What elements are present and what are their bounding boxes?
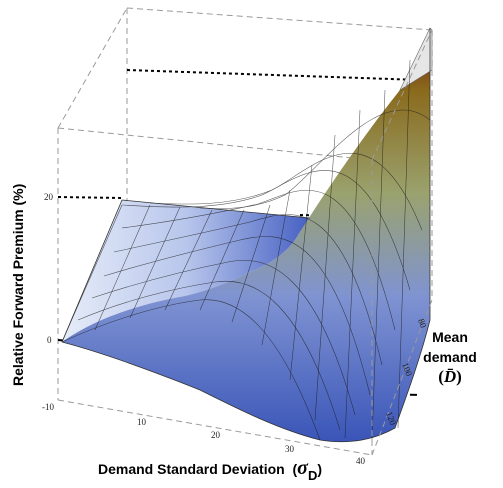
ref-line-20: [57, 196, 123, 199]
y-axis-symbol: D̄: [443, 367, 457, 386]
x-axis-symbol: σ: [297, 457, 308, 479]
surface-fill-right: [62, 28, 430, 442]
mesh-line: [129, 206, 181, 319]
mesh-line: [91, 260, 356, 416]
mesh-line: [314, 134, 336, 421]
box-edge: [57, 127, 373, 161]
box-edge: [57, 399, 373, 456]
mesh-line: [231, 204, 271, 323]
z-tick-label: 20: [44, 192, 54, 202]
x-axis-label-text: Demand Standard Deviation: [98, 461, 285, 477]
mesh-line: [121, 190, 396, 331]
surface: [61, 27, 433, 443]
x-tick-labels: 10 20 30 40: [137, 417, 366, 466]
mesh-line: [371, 89, 386, 441]
x-tick-label: 10: [137, 417, 147, 427]
mesh-line: [61, 299, 321, 441]
mesh-line: [113, 214, 383, 366]
y-axis-label-line1: Mean: [432, 329, 468, 345]
y-axis-label-open: (: [438, 367, 444, 386]
mesh-line: [164, 209, 213, 311]
mesh-line: [103, 236, 371, 396]
y-axis-label: Mean demand (D̄): [410, 327, 490, 387]
mesh-line: [149, 153, 423, 231]
z-axis-label-text: Relative Forward Premium (%): [10, 183, 26, 386]
mesh-line: [289, 164, 313, 381]
y-tick-label: 120: [384, 410, 398, 427]
y-axis-label-line2: demand: [423, 349, 477, 365]
z-tick-label: -10: [42, 402, 54, 412]
x-axis-label: Demand Standard Deviation (σD): [98, 457, 322, 483]
surface-mesh: [61, 59, 431, 441]
z-tick-labels: 20 0 -10: [42, 192, 54, 412]
z-axis-label: Relative Forward Premium (%): [10, 184, 26, 386]
mesh-line: [199, 209, 245, 311]
mesh-line: [344, 109, 361, 439]
mesh-line: [397, 59, 411, 429]
mesh-line: [94, 204, 151, 331]
mesh-line: [199, 109, 431, 209]
y-axis-label-close: ): [456, 367, 462, 386]
box-edge: [126, 7, 433, 31]
y-tick-label: 100: [400, 361, 414, 378]
box-front-edges: [57, 29, 433, 456]
mesh-line: [77, 280, 341, 431]
box-edge: [371, 299, 433, 456]
y-tick-labels: 80 100 120: [384, 317, 429, 427]
ref-line-top: [126, 69, 421, 81]
surface-outline: [61, 28, 431, 443]
box-edge: [57, 7, 128, 129]
x-tick-label: 30: [285, 444, 295, 454]
z-tick-label: 0: [47, 335, 52, 345]
x-tick-label: 20: [211, 430, 221, 440]
x-tick-label: 40: [356, 456, 366, 466]
x-axis-symbol-sub: D: [307, 468, 318, 483]
box-edge: [371, 29, 433, 161]
y-tick-label: 80: [416, 317, 429, 329]
